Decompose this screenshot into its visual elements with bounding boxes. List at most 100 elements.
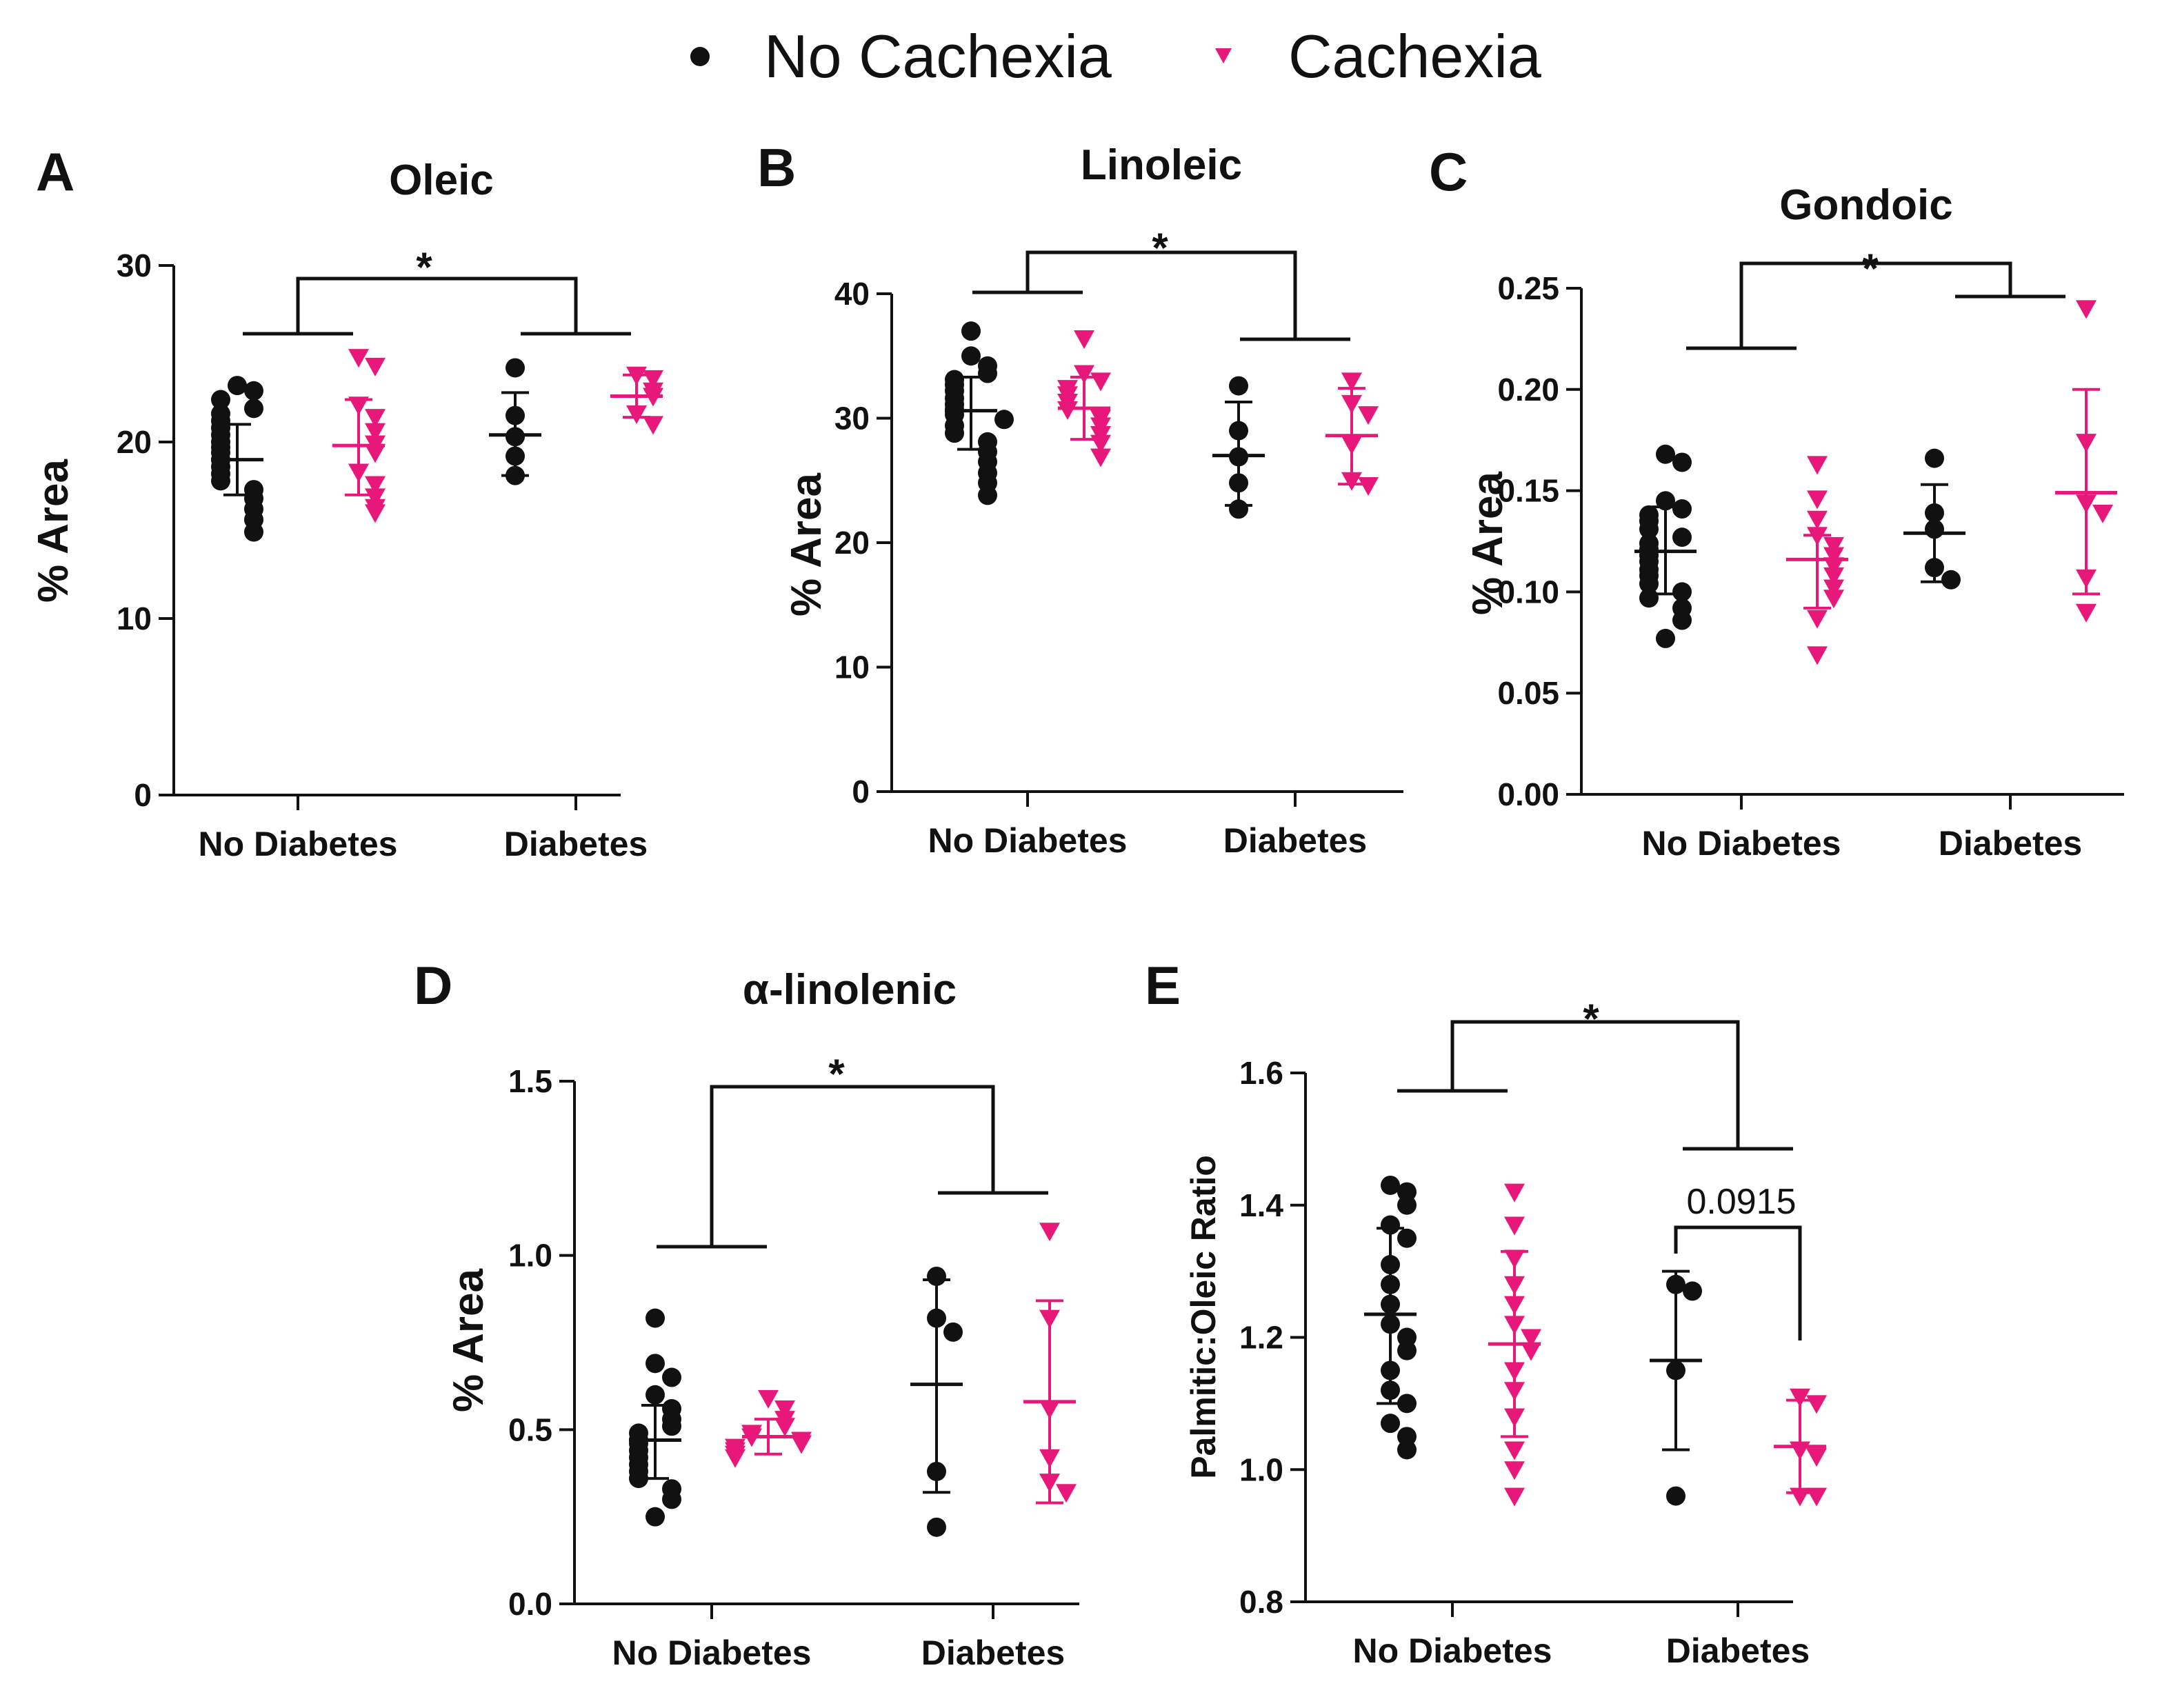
panel-e-no-cachexia-no-diabetes-point-15	[1397, 1427, 1417, 1447]
panel-e-cachexia-diabetes-point-0	[1790, 1388, 1810, 1407]
panel-letter-b: B	[757, 137, 796, 198]
panel-c-no-cachexia-no-diabetes-point-7	[1672, 528, 1692, 547]
panel-a-cachexia-no-diabetes-point-4	[365, 423, 386, 442]
panel-c-bracket	[1739, 261, 2012, 348]
panel-e-cachexia-no-diabetes-point-11	[1504, 1441, 1525, 1460]
panel-b-no-cachexia-diabetes-point-0	[1229, 376, 1248, 396]
panel-e-y-tick-label-0: 0.8	[1239, 1584, 1283, 1620]
panel-b-cachexia-diabetes-point-2	[1358, 406, 1379, 425]
panel-c-y-tick-label-5: 0.25	[1497, 270, 1559, 306]
panel-b-cachexia-no-diabetes-point-11	[1090, 448, 1111, 468]
panel-c-cachexia-no-diabetes-point-4	[1823, 536, 1844, 556]
panel-d-x-label-0: No Diabetes	[612, 1634, 812, 1672]
panel-b-significance: *	[972, 225, 1350, 341]
panel-a-no-cachexia-no-diabetes-point-1	[244, 381, 263, 401]
panel-a-cachexia-no-diabetes-point-9	[365, 488, 386, 508]
panel-d-no-cachexia-no-diabetes-point-6	[662, 1416, 681, 1436]
panel-a-y-tick-label-1: 10	[117, 601, 152, 636]
panel-b-cachexia-diabetes-point-0	[1341, 372, 1362, 392]
panel-d-no-cachexia-no-diabetes-point-16	[662, 1489, 681, 1509]
panel-e-cachexia-diabetes-point-3	[1806, 1448, 1827, 1467]
panel-b-y-tick-label-1: 10	[834, 650, 870, 685]
panel-b-no-cachexia-no-diabetes-point-11	[994, 410, 1014, 430]
panel-d-y-tick-label-3: 1.5	[508, 1063, 552, 1099]
plots-layer: 0 10 20 30 No Diabetes Diabetes * 0 10 20 30 40 No D…	[117, 225, 2124, 1672]
panel-a-cachexia-no-diabetes-point-0	[348, 349, 369, 368]
panel-e-p-value: 0.0915	[1686, 1182, 1796, 1222]
panel-d-no-cachexia-no-diabetes-point-2	[662, 1367, 681, 1387]
panel-c-no-cachexia-no-diabetes-point-14	[1639, 574, 1659, 594]
panel-d-cachexia-no-diabetes-series	[725, 1389, 812, 1468]
panel-c-no-cachexia-no-diabetes-point-6	[1639, 519, 1659, 539]
panel-e-sig-star: *	[1583, 996, 1599, 1042]
panel-e-y-tick-label-2: 1.2	[1239, 1320, 1283, 1356]
panel-d-cachexia-no-diabetes-point-7	[791, 1435, 812, 1454]
panel-c-title: Gondoic	[1779, 181, 1952, 229]
panel-c-y-tick-label-2: 0.10	[1497, 574, 1559, 610]
panel-c-no-cachexia-no-diabetes-point-3	[1672, 499, 1692, 519]
panel-b-bracket	[1026, 250, 1297, 339]
panel-a-no-cachexia-no-diabetes-point-19	[244, 522, 263, 542]
panel-b-sig-star: *	[1152, 225, 1168, 271]
panel-d-cachexia-no-diabetes-point-3	[774, 1418, 795, 1437]
panel-d-no-cachexia-diabetes-series	[910, 1266, 963, 1537]
panel-d-no-cachexia-no-diabetes-series	[629, 1308, 681, 1527]
panel-e-cachexia-no-diabetes-point-7	[1521, 1342, 1541, 1361]
panel-e-significance: * 0.0915	[1397, 996, 1802, 1340]
panel-b-cachexia-no-diabetes-point-1	[1074, 365, 1094, 384]
panel-c-cachexia-no-diabetes-point-7	[1823, 567, 1844, 586]
panel-c-y-tick-label-1: 0.05	[1497, 675, 1559, 711]
panel-e-no-cachexia-no-diabetes-point-16	[1397, 1440, 1417, 1460]
panel-b-no-cachexia-no-diabetes-point-0	[961, 321, 981, 341]
panel-a-cachexia-no-diabetes-point-3	[365, 409, 386, 428]
panel-c-no-cachexia-no-diabetes-point-18	[1672, 610, 1692, 630]
panel-c-cachexia-no-diabetes-point-6	[1823, 557, 1844, 576]
panel-e-no-cachexia-no-diabetes-point-14	[1381, 1414, 1400, 1434]
panel-a-no-cachexia-diabetes-point-0	[506, 358, 525, 378]
panel-a-y-tick-label-0: 0	[134, 777, 152, 813]
panel-d-cachexia-diabetes-point-0	[1039, 1223, 1060, 1242]
panel-b-no-cachexia-diabetes-series	[1212, 376, 1265, 519]
panel-e-cachexia-diabetes-point-1	[1806, 1395, 1827, 1414]
panel-c-no-cachexia-diabetes-series	[1903, 448, 1965, 590]
panel-d-title: α-linolenic	[743, 966, 957, 1014]
panel-b-no-cachexia-no-diabetes-point-19	[978, 485, 997, 505]
panel-b-cachexia-no-diabetes-point-2	[1090, 372, 1111, 392]
legend-cachexia-marker	[1215, 48, 1232, 63]
panel-d-y-tick-label-0: 0.0	[508, 1586, 552, 1622]
panel-d-no-cachexia-no-diabetes-point-17	[646, 1507, 665, 1527]
panel-c-no-cachexia-no-diabetes-point-15	[1672, 582, 1692, 602]
panel-e-cachexia-no-diabetes-point-12	[1504, 1461, 1525, 1480]
panel-a-cachexia-diabetes-series	[610, 366, 663, 435]
panel-letter-e: E	[1145, 955, 1181, 1016]
panel-d-no-cachexia-no-diabetes-point-3	[646, 1385, 665, 1405]
panel-b-cachexia-no-diabetes-point-6	[1057, 401, 1078, 420]
panel-c-cachexia-no-diabetes-series	[1786, 456, 1848, 665]
panel-a-no-cachexia-no-diabetes-point-2	[211, 390, 230, 410]
panel-d-cachexia-no-diabetes-point-11	[725, 1449, 746, 1468]
panel-c-cachexia-diabetes-series	[2055, 300, 2117, 623]
panel-d-plot: 0.0 0.5 1.0 1.5 No Diabetes Diabetes *	[508, 1051, 1079, 1672]
panel-d-cachexia-no-diabetes-point-1	[774, 1400, 795, 1420]
panel-c-cachexia-no-diabetes-point-2	[1807, 510, 1828, 530]
panel-c-y-tick-label-0: 0.00	[1497, 776, 1559, 812]
panel-b-plot: 0 10 20 30 40 No Diabetes Diabetes *	[834, 225, 1403, 860]
panel-c-no-cachexia-no-diabetes-point-0	[1656, 444, 1675, 464]
panel-e-no-cachexia-no-diabetes-point-3	[1381, 1215, 1400, 1235]
panel-c-no-cachexia-diabetes-point-4	[1941, 570, 1961, 590]
panel-a-x-label-1: Diabetes	[504, 825, 648, 863]
panel-e-y-tick-label-4: 1.6	[1239, 1055, 1283, 1091]
panel-c-y-tick-label-3: 0.15	[1497, 473, 1559, 509]
panel-d-significance: *	[657, 1051, 1048, 1249]
panel-d-no-cachexia-no-diabetes-point-1	[646, 1354, 665, 1374]
panel-a-bracket	[296, 277, 578, 334]
panel-a-sig-star: *	[416, 244, 432, 290]
panel-letter-c: C	[1429, 141, 1468, 202]
panel-d-no-cachexia-no-diabetes-point-14	[629, 1469, 648, 1489]
panel-c-plot: 0.00 0.05 0.10 0.15 0.20 0.25 No Diabetes Diabe…	[1497, 245, 2124, 863]
panel-a-cachexia-no-diabetes-series	[332, 349, 386, 523]
panel-e-no-cachexia-no-diabetes-point-10	[1397, 1340, 1417, 1360]
panel-e-no-cachexia-diabetes-series	[1650, 1269, 1702, 1506]
panel-letter-a: A	[36, 141, 74, 202]
panel-e-no-cachexia-diabetes-point-1	[1683, 1281, 1702, 1301]
